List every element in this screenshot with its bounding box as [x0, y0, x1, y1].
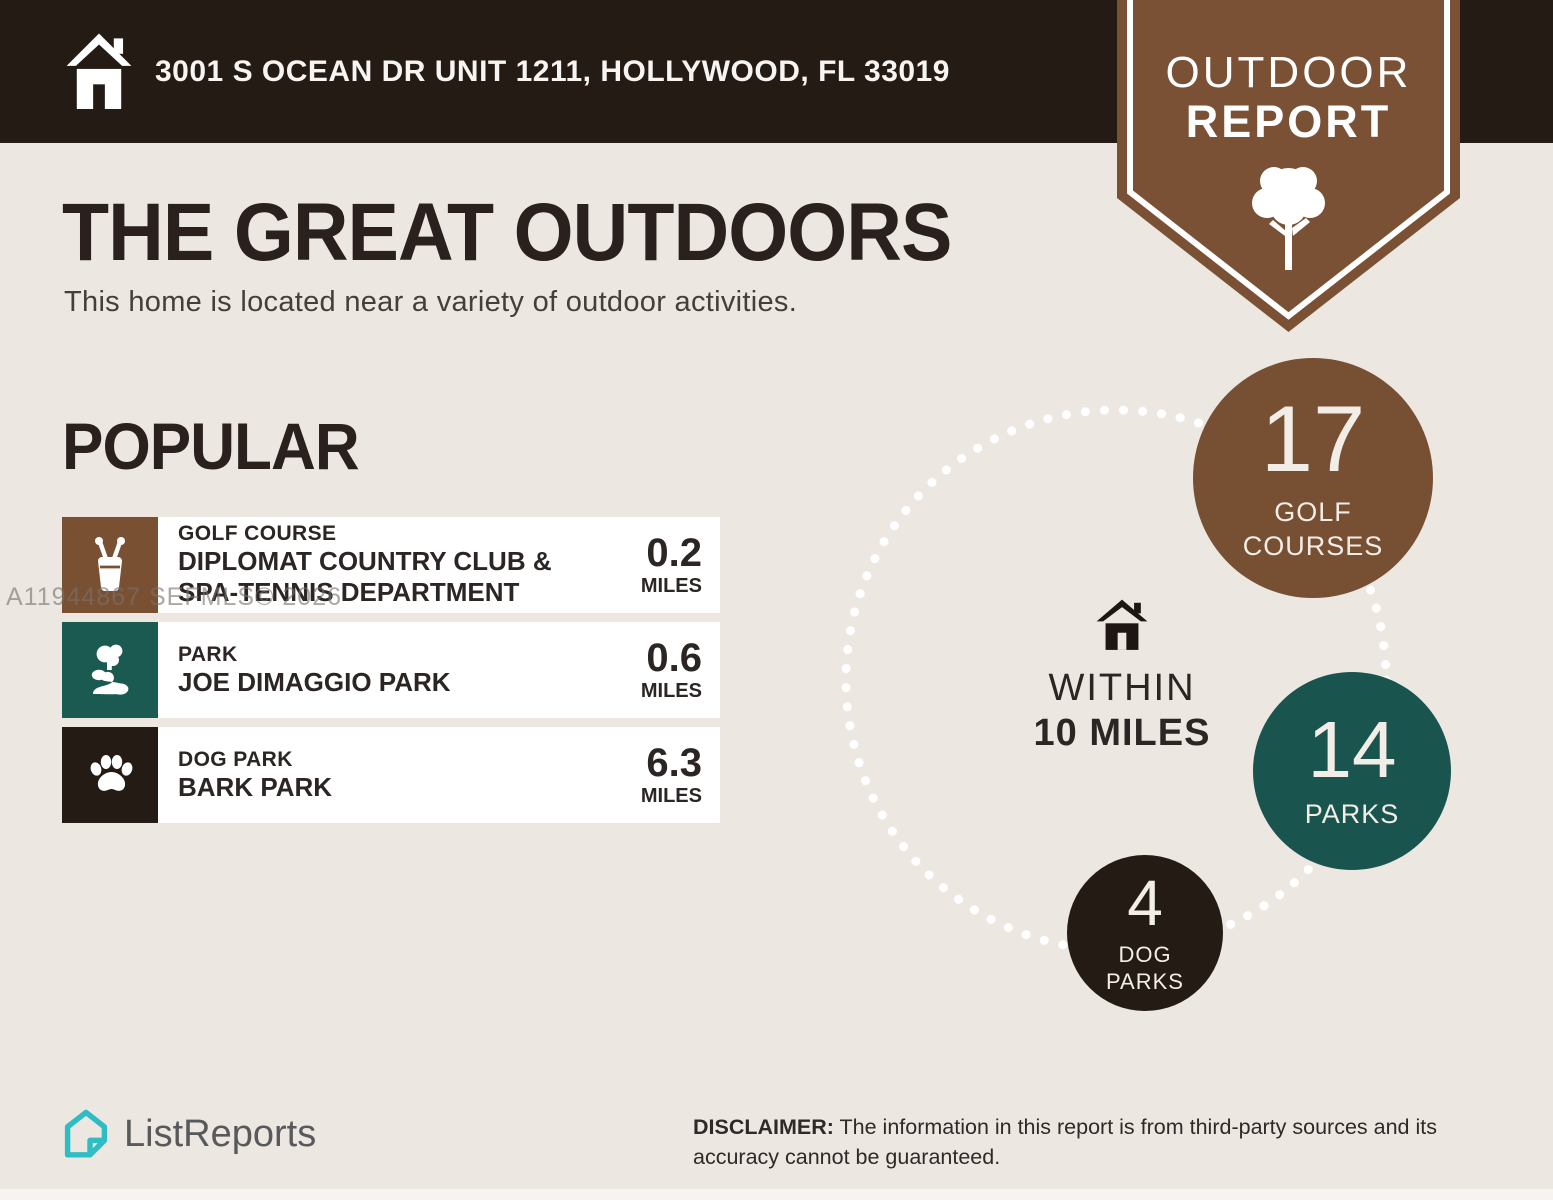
disclaimer-label: DISCLAIMER:	[693, 1115, 834, 1139]
dog-park-label: DOG PARKS	[1106, 941, 1184, 995]
brand-name: ListReports	[124, 1112, 317, 1155]
bubble-dog-parks: 4 DOG PARKS	[1067, 855, 1223, 1011]
house-icon	[1096, 599, 1148, 650]
ribbon-title-line1: OUTDOOR	[1165, 48, 1412, 97]
radius-center-label: WITHIN 10 MILES	[1022, 598, 1222, 755]
distance-unit: MILES	[640, 784, 702, 807]
tree-icon	[1252, 167, 1325, 270]
paw-icon	[62, 727, 158, 823]
item-distance: 0.2 MILES	[641, 533, 702, 598]
distance-unit: MILES	[640, 574, 702, 597]
ribbon-title-line2: REPORT	[1185, 96, 1392, 147]
list-item-card: PARK JOE DIMAGGIO PARK 0.6 MILES	[158, 622, 720, 718]
golf-bag-icon	[62, 517, 158, 613]
page-subtitle: This home is located near a variety of o…	[64, 286, 798, 318]
popular-section-title: POPULAR	[62, 409, 360, 483]
list-item-card: GOLF COURSE DIPLOMAT COUNTRY CLUB & SPA-…	[158, 517, 720, 613]
dog-park-count: 4	[1127, 866, 1163, 939]
item-category: PARK	[178, 642, 238, 666]
list-item-dog-park: DOG PARK BARK PARK 6.3 MILES	[62, 727, 720, 823]
within-label: WITHIN	[1048, 667, 1196, 709]
list-item-golf-course: GOLF COURSE DIPLOMAT COUNTRY CLUB & SPA-…	[62, 517, 720, 613]
distance-value: 6.3	[646, 740, 702, 785]
park-icon	[62, 622, 158, 718]
distance-value: 0.6	[646, 635, 702, 680]
item-distance: 6.3 MILES	[641, 743, 702, 808]
home-icon	[62, 30, 136, 119]
item-distance: 0.6 MILES	[641, 638, 702, 703]
item-name: BARK PARK	[178, 771, 333, 802]
item-name: DIPLOMAT COUNTRY CLUB & SPA-TENNIS DEPAR…	[178, 546, 552, 607]
page-title: THE GREAT OUTDOORS	[62, 187, 952, 278]
list-item-park: PARK JOE DIMAGGIO PARK 0.6 MILES	[62, 622, 720, 718]
popular-list: GOLF COURSE DIPLOMAT COUNTRY CLUB & SPA-…	[62, 517, 720, 832]
park-label: PARKS	[1304, 799, 1400, 830]
park-count: 14	[1307, 705, 1397, 795]
mls-watermark: A11944867 SEFMLS© 2026	[6, 583, 343, 611]
disclaimer: DISCLAIMER: The information in this repo…	[693, 1112, 1493, 1172]
golf-course-count: 17	[1260, 386, 1366, 492]
bubble-parks: 14 PARKS	[1253, 672, 1451, 870]
listreports-house-icon	[64, 1109, 108, 1158]
listreports-logo: ListReports	[62, 1108, 316, 1160]
item-name: JOE DIMAGGIO PARK	[178, 666, 451, 697]
bubble-golf-courses: 17 GOLF COURSES	[1193, 358, 1433, 598]
golf-course-label: GOLF COURSES	[1242, 497, 1384, 561]
item-category: DOG PARK	[178, 747, 293, 771]
disclaimer-text: The information in this report is from t…	[693, 1115, 1437, 1170]
list-item-card: DOG PARK BARK PARK 6.3 MILES	[158, 727, 720, 823]
outdoor-report-badge: OUTDOOR REPORT	[1117, 0, 1460, 340]
item-category: GOLF COURSE	[178, 522, 337, 546]
property-address: 3001 S OCEAN DR UNIT 1211, HOLLYWOOD, FL…	[155, 54, 950, 88]
distance-value: 0.2	[646, 530, 702, 575]
bottom-strip	[0, 1189, 1553, 1200]
distance-unit: MILES	[640, 679, 702, 702]
miles-label: 10 MILES	[1033, 712, 1211, 754]
